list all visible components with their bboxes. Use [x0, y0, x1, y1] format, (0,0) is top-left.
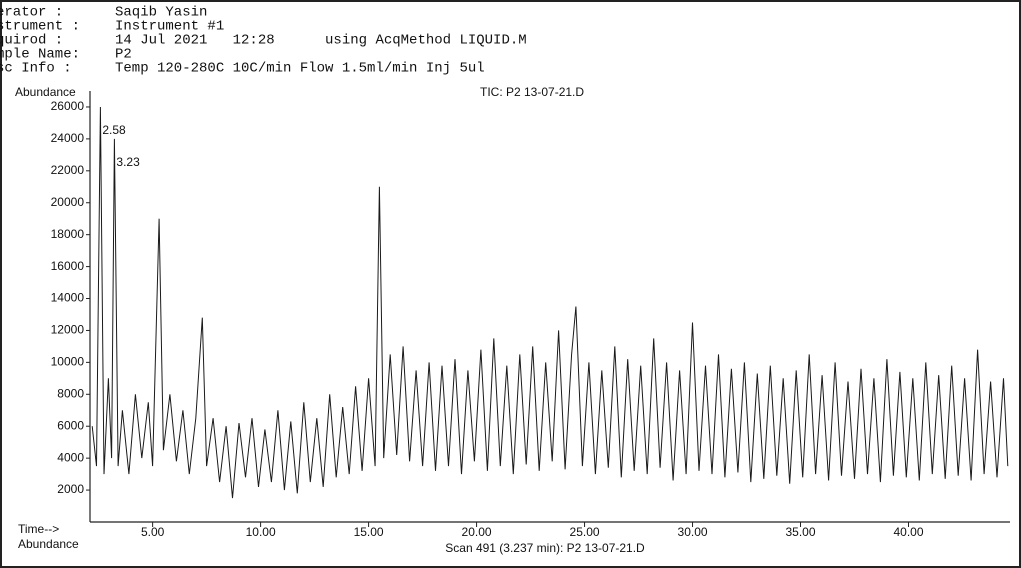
- footer-label: Abundance: [18, 537, 79, 551]
- x-tick-label: 15.00: [354, 525, 384, 539]
- header-label: erator :: [0, 5, 63, 21]
- y-tick-label: 26000: [51, 99, 85, 113]
- y-tick-label: 16000: [51, 259, 85, 273]
- peak-label: 2.58: [102, 123, 126, 137]
- header-value: Instrument #1: [115, 19, 224, 35]
- y-tick-label: 12000: [51, 323, 85, 337]
- header-value: 14 Jul 2021 12:28 using AcqMethod LIQUID…: [115, 33, 527, 49]
- x-tick-label: 5.00: [141, 525, 165, 539]
- header-value: Saqib Yasin: [115, 5, 207, 21]
- header-label: sc Info :: [0, 61, 72, 77]
- header-value: P2: [115, 47, 132, 63]
- y-tick-label: 20000: [51, 195, 85, 209]
- y-tick-label: 8000: [57, 386, 84, 400]
- y-tick-label: 18000: [51, 227, 85, 241]
- y-tick-label: 24000: [51, 131, 85, 145]
- x-tick-label: 40.00: [893, 525, 923, 539]
- y-axis-label: Abundance: [15, 85, 76, 99]
- x-tick-label: 35.00: [786, 525, 816, 539]
- y-tick-label: 14000: [51, 291, 85, 305]
- tic-trace: [91, 106, 1009, 499]
- x-axis-label: Time-->: [18, 522, 59, 536]
- y-tick-label: 22000: [51, 163, 85, 177]
- header-value: Temp 120-280C 10C/min Flow 1.5ml/min Inj…: [115, 61, 485, 77]
- y-tick-label: 10000: [51, 355, 85, 369]
- x-tick-label: 30.00: [678, 525, 708, 539]
- header-label: strument :: [0, 19, 80, 35]
- y-tick-label: 2000: [57, 482, 84, 496]
- y-tick-label: 6000: [57, 418, 84, 432]
- x-tick-label: 10.00: [246, 525, 276, 539]
- y-tick-label: 4000: [57, 450, 84, 464]
- x-tick-label: 25.00: [570, 525, 600, 539]
- header-label: mple Name:: [0, 47, 80, 63]
- x-tick-label: 20.00: [462, 525, 492, 539]
- header-label: quirod :: [0, 33, 63, 49]
- peak-label: 3.23: [116, 155, 140, 169]
- chart-title: TIC: P2 13-07-21.D: [480, 85, 584, 99]
- footer: Scan 491 (3.237 min): P2 13-07-21.D: [445, 541, 645, 555]
